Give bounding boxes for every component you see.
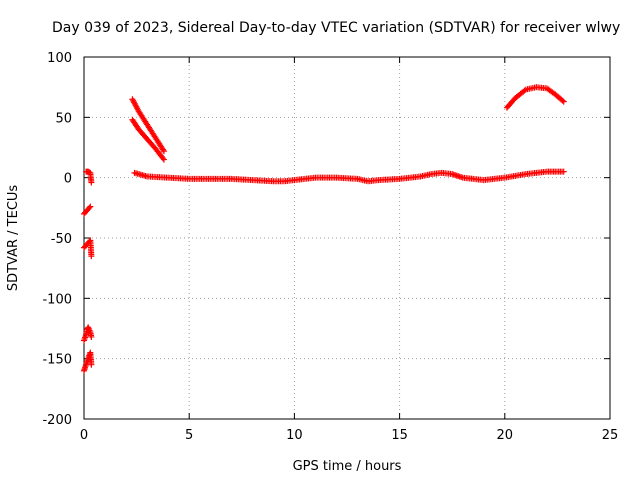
series-early-cluster-C: [81, 324, 95, 344]
data-point: [560, 168, 567, 175]
data-point: [87, 203, 94, 210]
series-arc-lower: [129, 116, 167, 163]
y-tick-label: -100: [42, 292, 72, 307]
data-point: [160, 156, 167, 163]
plot-frame: [83, 56, 611, 420]
grid: [84, 57, 610, 419]
y-tick-label: 0: [64, 172, 72, 187]
x-tick-label: 5: [185, 428, 193, 443]
x-axis-label: GPS time / hours: [293, 459, 402, 474]
data-point: [88, 361, 95, 368]
y-tick-label: -150: [42, 353, 72, 368]
data-point: [88, 253, 95, 260]
data-point: [560, 98, 567, 105]
data-point: [159, 155, 166, 162]
chart-title: Day 039 of 2023, Sidereal Day-to-day VTE…: [52, 20, 620, 36]
data-point: [559, 97, 566, 104]
y-tick-label: -50: [51, 232, 72, 247]
y-tick-label: -200: [42, 413, 72, 428]
data-point: [88, 333, 95, 340]
series-arc-upper: [129, 96, 167, 155]
axis-ticks: 0 5 10 15 20 25 -200 -150 -100 -50 0 50 100: [42, 51, 618, 443]
y-tick-label: 100: [47, 51, 72, 66]
data-point: [521, 87, 528, 94]
series-main-trace: [131, 168, 567, 185]
x-tick-label: 20: [497, 428, 514, 443]
x-tick-label: 15: [391, 428, 408, 443]
series-early-cluster-A: [81, 203, 94, 217]
data-point: [86, 204, 93, 211]
series-early-cluster-D: [81, 349, 95, 374]
data-point: [160, 148, 167, 155]
y-axis-label: SDTVAR / TECUs: [6, 185, 21, 292]
data-points: [81, 84, 567, 374]
series-late-arc: [503, 84, 567, 111]
x-tick-label: 25: [602, 428, 619, 443]
x-tick-label: 0: [80, 428, 88, 443]
series-early-cluster-E: [83, 168, 95, 186]
data-point: [88, 179, 95, 186]
series-early-cluster-B: [81, 237, 95, 260]
x-tick-label: 10: [286, 428, 303, 443]
y-tick-label: 50: [55, 111, 72, 126]
